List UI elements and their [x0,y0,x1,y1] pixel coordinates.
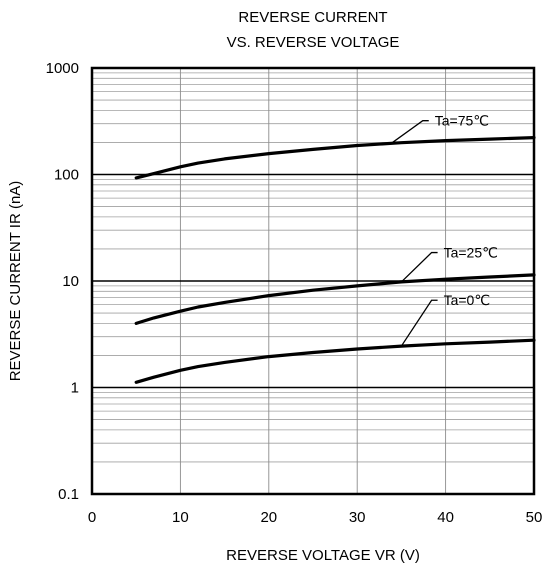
x-tick-label: 0 [88,509,96,526]
x-axis-label: REVERSE VOLTAGE VR (V) [226,547,420,564]
y-tick-label: 100 [54,167,79,184]
series-leader-line [400,299,438,347]
x-tick-label: 40 [437,509,454,526]
x-tick-label: 20 [260,509,277,526]
chart-title-line: REVERSE CURRENT [238,9,387,26]
y-tick-label: 1000 [46,60,79,77]
series-label: Ta=25℃ [444,245,498,261]
y-axis-label: REVERSE CURRENT IR (nA) [7,181,24,382]
x-tick-label: 10 [172,509,189,526]
series-line-1 [134,273,536,325]
series-label: Ta=75℃ [435,113,489,129]
y-tick-label: 10 [62,273,79,290]
plot-frame [90,66,536,496]
y-tick-label: 0.1 [58,486,79,503]
series-line-2 [134,338,536,384]
series-annotations: Ta=75℃ Ta=25℃ Ta=0℃ [392,113,498,347]
chart-title: REVERSE CURRENT VS. REVERSE VOLTAGE [227,9,400,51]
series-label: Ta=0℃ [444,292,490,308]
series-leader-line [400,251,438,283]
x-tick-label: 50 [526,509,543,526]
grid [92,68,534,494]
x-tick-label: 30 [349,509,366,526]
series-leader-line [392,120,429,143]
chart-title-line: VS. REVERSE VOLTAGE [227,34,400,51]
y-tick-label: 1 [71,380,79,397]
y-axis-ticks: 0.1 1 10 100 1000 [46,60,79,503]
x-axis-ticks: 0 10 20 30 40 50 [88,509,543,526]
series-line-0 [134,136,536,180]
series-lines [134,136,536,384]
